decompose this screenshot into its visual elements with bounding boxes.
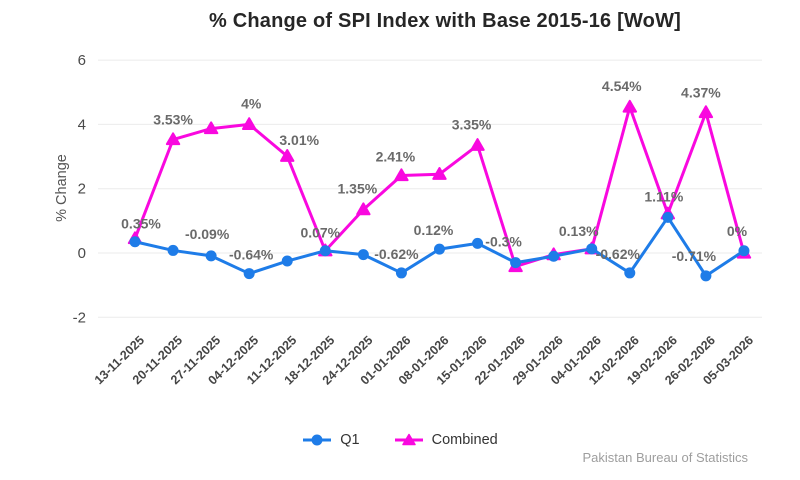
combined-point[interactable] xyxy=(698,105,714,119)
q1-point[interactable] xyxy=(738,245,750,257)
y-axis-tick-label: 2 xyxy=(78,181,86,198)
q1-point[interactable] xyxy=(129,236,141,248)
combined-point[interactable] xyxy=(280,149,295,162)
value-label: 3.35% xyxy=(452,116,492,132)
q1-point[interactable] xyxy=(700,270,712,282)
value-label: 0.13% xyxy=(559,223,599,239)
combined-point[interactable] xyxy=(165,132,181,146)
legend-item-q1[interactable]: Q1 xyxy=(302,432,360,448)
value-label: -0.64% xyxy=(229,247,274,263)
chart-title: % Change of SPI Index with Base 2015-16 … xyxy=(208,10,682,32)
value-label: 3.01% xyxy=(279,132,319,148)
y-axis-tick-label: 4 xyxy=(78,116,86,133)
value-label: -0.09% xyxy=(185,226,230,242)
q1-point[interactable] xyxy=(586,243,598,255)
q1-point[interactable] xyxy=(395,267,407,279)
combined-point[interactable] xyxy=(203,121,219,135)
value-label: 0.35% xyxy=(121,216,161,232)
value-label: 1.11% xyxy=(644,188,683,204)
value-label: -0.71% xyxy=(672,248,717,264)
combined-line xyxy=(133,105,746,269)
combined-point[interactable] xyxy=(356,202,371,216)
q1-point[interactable] xyxy=(433,243,445,255)
combined-point[interactable] xyxy=(394,168,409,182)
q1-point[interactable] xyxy=(472,237,484,249)
value-label: -0.62% xyxy=(596,246,641,262)
combined-point[interactable] xyxy=(241,117,257,130)
value-label: -0.62% xyxy=(374,246,419,262)
combined-point[interactable] xyxy=(470,138,485,151)
q1-series-marker-icon xyxy=(303,434,332,446)
value-label: 2.41% xyxy=(376,149,416,165)
legend-item-combined[interactable]: Combined xyxy=(394,432,498,448)
value-label: 0% xyxy=(727,223,748,239)
value-label: 4% xyxy=(241,95,262,111)
value-label: 0.07% xyxy=(300,225,340,241)
combined-series-marker-icon xyxy=(394,433,423,446)
q1-point[interactable] xyxy=(319,245,331,257)
value-label: 0.12% xyxy=(414,222,454,238)
combined-point[interactable] xyxy=(432,167,447,180)
q1-point[interactable] xyxy=(281,255,293,267)
chart-legend: Q1 Combined xyxy=(0,432,800,448)
value-label: 3.53% xyxy=(153,112,193,128)
q1-point[interactable] xyxy=(205,250,217,262)
q1-point[interactable] xyxy=(662,211,674,223)
q1-point[interactable] xyxy=(357,249,369,261)
legend-label-combined: Combined xyxy=(431,432,498,448)
y-axis-tick-label: 0 xyxy=(78,245,86,262)
q1-point[interactable] xyxy=(243,268,255,280)
value-label: 1.35% xyxy=(338,181,378,197)
value-label: 4.37% xyxy=(681,85,721,101)
y-axis-tick-label: -2 xyxy=(73,309,86,326)
value-label: 4.54% xyxy=(602,78,642,94)
q1-point[interactable] xyxy=(510,257,522,269)
combined-point[interactable] xyxy=(622,99,637,113)
value-label: -0.3% xyxy=(485,234,522,250)
legend-label-q1: Q1 xyxy=(340,432,360,448)
q1-point[interactable] xyxy=(167,244,179,256)
source-attribution: Pakistan Bureau of Statistics xyxy=(582,450,748,465)
y-axis-tick-label: 6 xyxy=(78,52,86,69)
q1-point[interactable] xyxy=(548,250,560,262)
q1-point[interactable] xyxy=(624,267,636,279)
